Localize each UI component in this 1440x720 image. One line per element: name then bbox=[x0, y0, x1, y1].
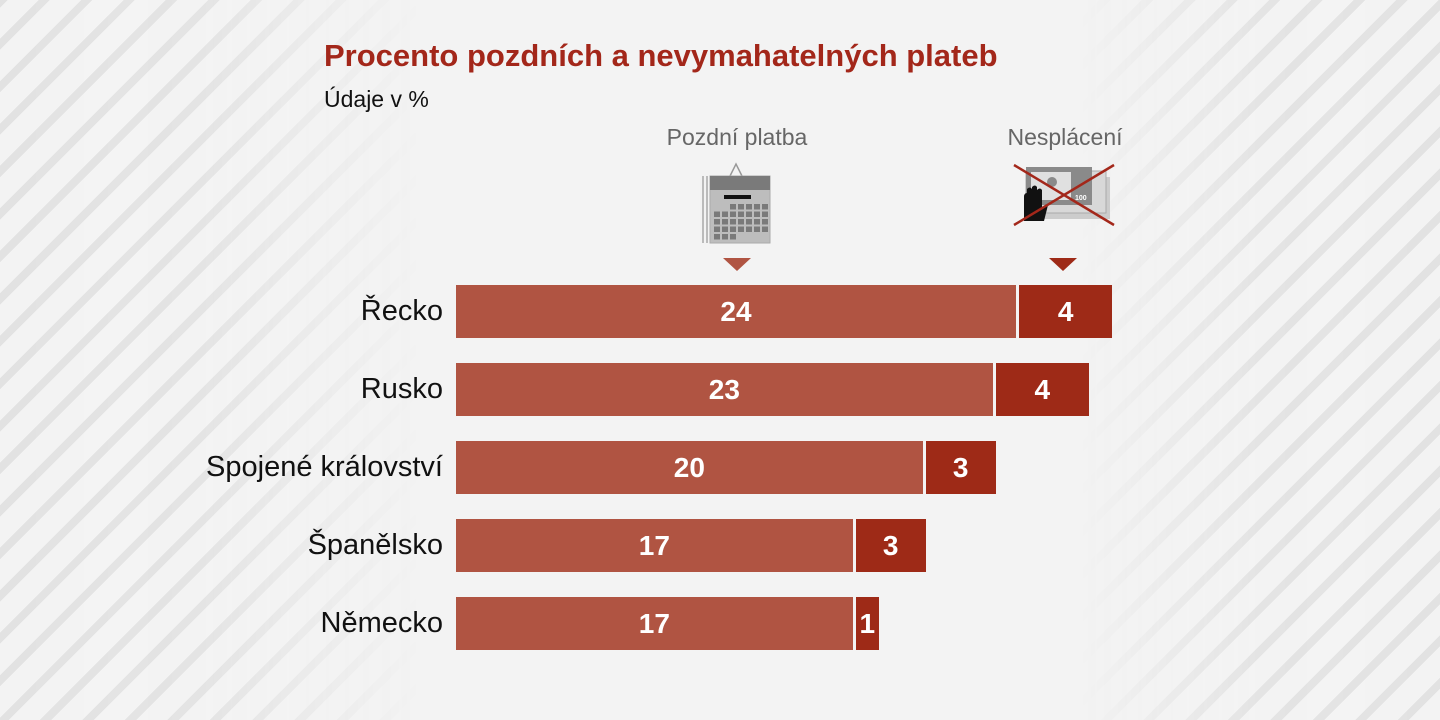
data-label: 17 bbox=[638, 529, 670, 561]
data-label: 3 bbox=[882, 529, 899, 561]
bar-late-payment: 24 bbox=[456, 285, 1016, 338]
bar-default: 3 bbox=[925, 441, 996, 494]
data-label: 3 bbox=[952, 451, 969, 483]
bar-default: 1 bbox=[855, 597, 879, 650]
bar-default: 4 bbox=[995, 363, 1089, 416]
data-label: 17 bbox=[638, 607, 670, 639]
chart-title: Procento pozdních a nevymahatelných plat… bbox=[324, 38, 998, 73]
no-money-icon: 100 bbox=[1013, 163, 1115, 227]
data-label: 23 bbox=[708, 373, 740, 405]
legend-pointer-late bbox=[723, 258, 751, 271]
legend-default: Nesplácení bbox=[1007, 124, 1123, 150]
legend-pointer-default bbox=[1049, 258, 1077, 271]
data-label: 20 bbox=[673, 451, 705, 483]
data-label: 4 bbox=[1057, 295, 1074, 327]
category-label: Spojené království bbox=[206, 451, 443, 483]
bar-late-payment: 17 bbox=[456, 519, 853, 572]
svg-text:100: 100 bbox=[1075, 195, 1087, 202]
data-label: 24 bbox=[720, 295, 752, 327]
category-label: Řecko bbox=[360, 295, 443, 327]
data-label: 4 bbox=[1034, 373, 1051, 405]
bar-late-payment: 23 bbox=[456, 363, 993, 416]
data-label: 1 bbox=[859, 607, 876, 639]
calendar-icon bbox=[702, 162, 771, 244]
category-label: Německo bbox=[320, 607, 444, 639]
category-label: Španělsko bbox=[307, 529, 443, 561]
bar-late-payment: 17 bbox=[456, 597, 853, 650]
category-label: Rusko bbox=[360, 373, 443, 405]
bar-default: 4 bbox=[1019, 285, 1113, 338]
chart-subtitle: Údaje v % bbox=[324, 86, 429, 112]
legend-late-payment: Pozdní platba bbox=[666, 124, 808, 150]
bar-late-payment: 20 bbox=[456, 441, 923, 494]
bar-default: 3 bbox=[855, 519, 926, 572]
